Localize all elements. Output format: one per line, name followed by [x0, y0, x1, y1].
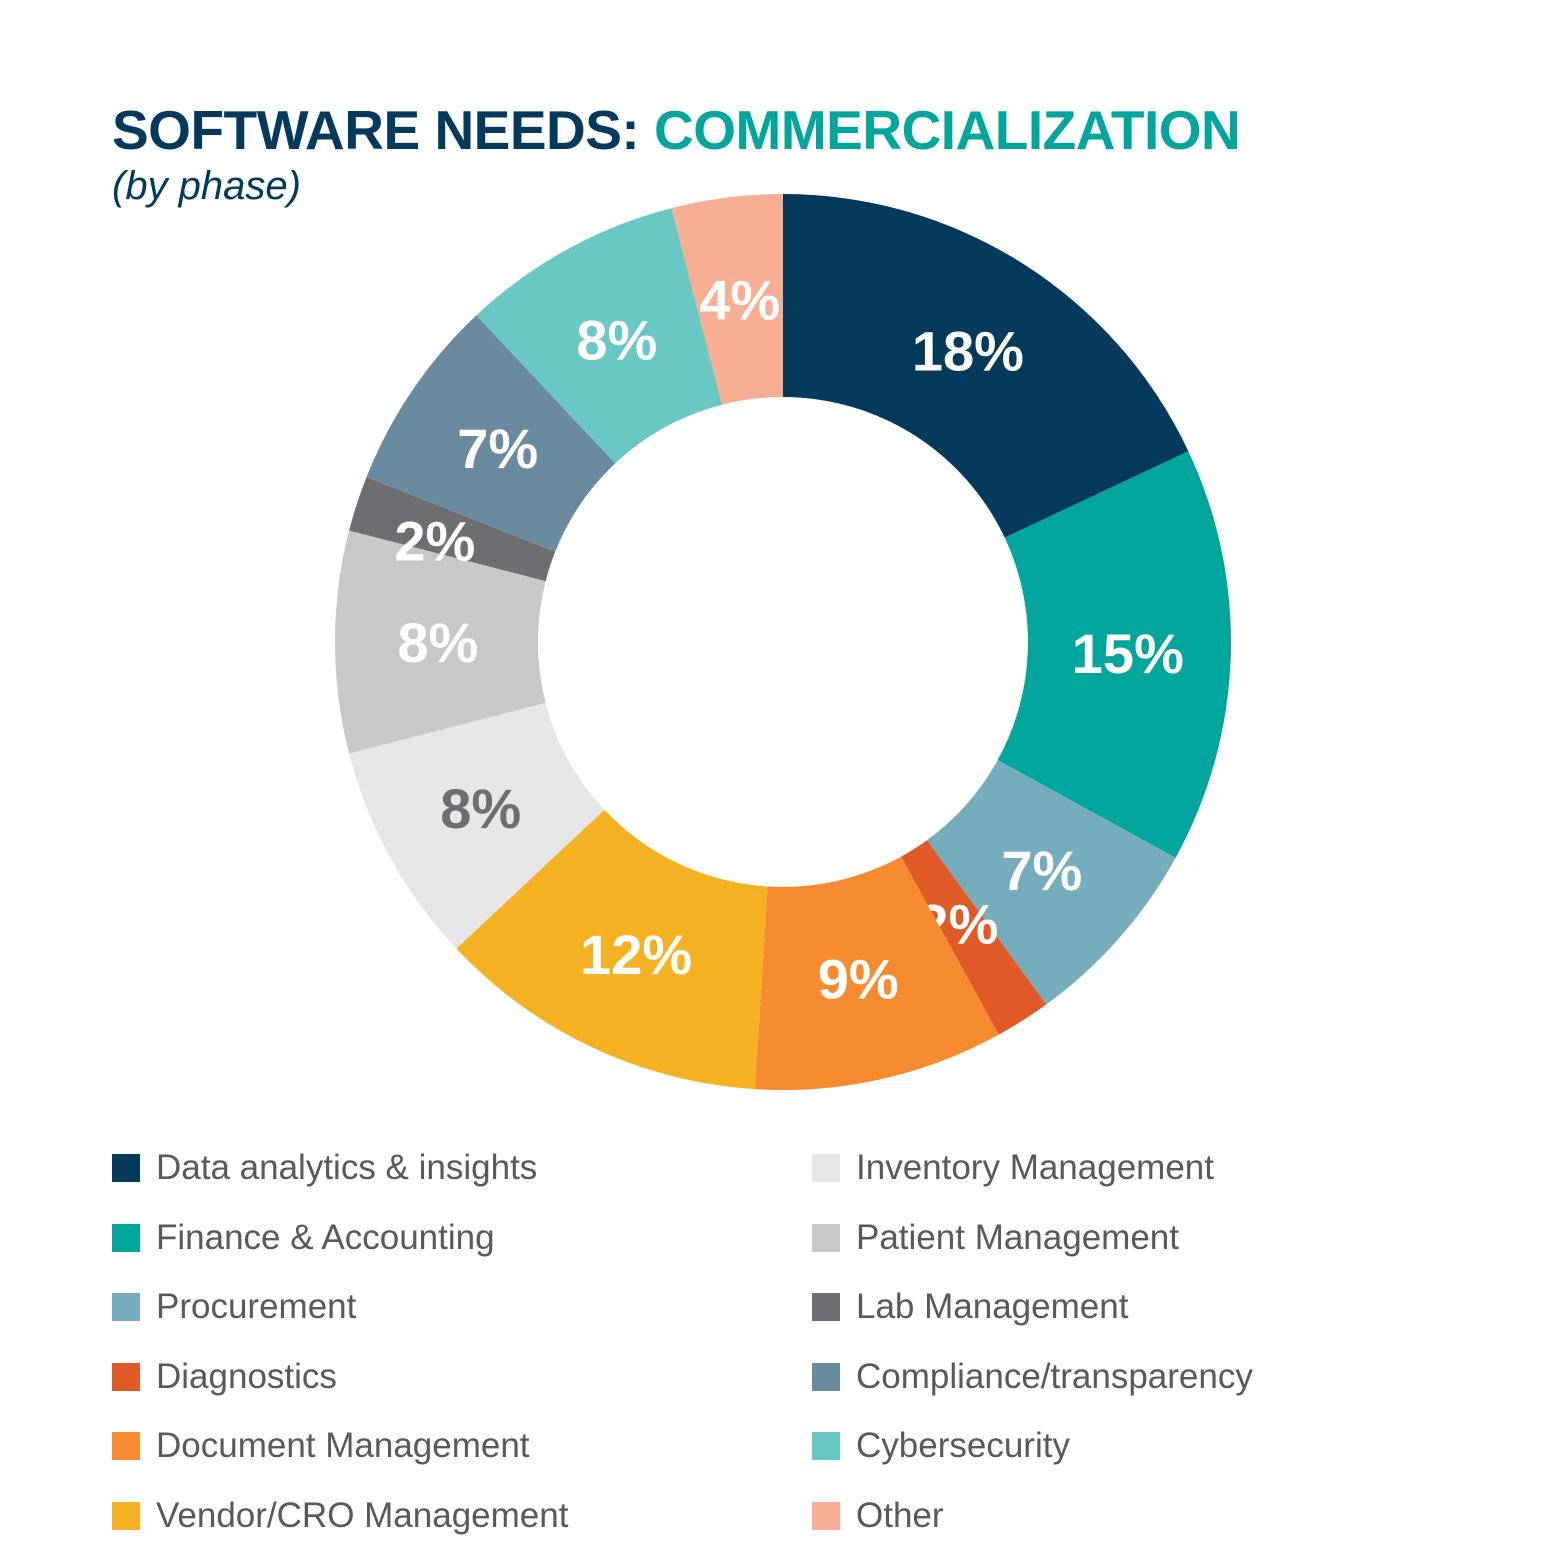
- legend-label: Finance & Accounting: [156, 1217, 495, 1257]
- data-label: 8%: [440, 777, 521, 840]
- chart-title: SOFTWARE NEEDS: COMMERCIALIZATION: [112, 98, 1241, 162]
- slice-cybersecurity: [476, 208, 723, 464]
- data-label: 8%: [576, 309, 657, 372]
- legend-swatch: [112, 1362, 140, 1391]
- chart-subtitle: (by phase): [112, 164, 301, 208]
- slice-document-management: [754, 856, 999, 1090]
- legend-item: Vendor/CRO Management: [112, 1496, 568, 1536]
- legend-label: Diagnostics: [156, 1356, 337, 1396]
- legend-label: Inventory Management: [856, 1148, 1214, 1187]
- title-accent: COMMERCIALIZATION: [654, 99, 1241, 161]
- legend-swatch: [112, 1154, 140, 1182]
- legend-item: Patient Management: [812, 1218, 1179, 1258]
- legend-label: Vendor/CRO Management: [156, 1496, 569, 1535]
- legend-swatch: [112, 1223, 140, 1252]
- legend-swatch: [812, 1154, 840, 1182]
- slice-inventory-management: [349, 702, 605, 949]
- slice-compliance-transparency: [366, 315, 616, 552]
- legend-label: Cybersecurity: [856, 1426, 1070, 1466]
- legend-item: Procurement: [112, 1287, 356, 1327]
- legend-item: Document Management: [112, 1426, 530, 1466]
- legend-label: Document Management: [156, 1426, 530, 1466]
- legend-item: Diagnostics: [112, 1357, 337, 1397]
- legend-label: Lab Management: [856, 1287, 1129, 1327]
- legend-item: Finance & Accounting: [112, 1218, 495, 1258]
- legend-label: Patient Management: [856, 1217, 1179, 1257]
- legend-item: Cybersecurity: [812, 1426, 1070, 1466]
- slice-procurement: [927, 760, 1176, 1005]
- legend-item: Other: [812, 1496, 944, 1536]
- slice-vendor-cro-management: [456, 809, 768, 1090]
- data-label: 8%: [398, 611, 479, 674]
- legend-item: Inventory Management: [812, 1148, 1214, 1188]
- slice-finance-accounting: [997, 451, 1231, 858]
- legend-swatch: [812, 1223, 840, 1252]
- legend-swatch: [112, 1293, 140, 1322]
- data-label: 7%: [1001, 839, 1082, 902]
- legend-label: Procurement: [156, 1287, 357, 1327]
- slice-other: [671, 194, 783, 405]
- legend-swatch: [812, 1502, 840, 1530]
- legend-item: Compliance/transparency: [812, 1357, 1253, 1397]
- data-label: 18%: [912, 320, 1024, 383]
- legend-swatch: [812, 1293, 840, 1322]
- legend-swatch: [112, 1502, 140, 1530]
- slice-patient-management: [334, 530, 546, 754]
- legend-item: Data analytics & insights: [112, 1148, 537, 1188]
- data-label: 9%: [818, 948, 899, 1011]
- data-label: 7%: [457, 417, 538, 480]
- legend-swatch: [812, 1432, 840, 1461]
- title-main: SOFTWARE NEEDS:: [112, 99, 640, 161]
- legend-label: Other: [856, 1496, 944, 1535]
- data-label: 2%: [394, 509, 475, 572]
- legend-swatch: [812, 1362, 840, 1391]
- data-label: 12%: [580, 923, 692, 986]
- data-label: 4%: [699, 269, 780, 332]
- legend-swatch: [112, 1432, 140, 1461]
- slice-data-analytics-insights: [783, 194, 1189, 538]
- slice-lab-management: [349, 477, 556, 582]
- data-label: 15%: [1072, 622, 1184, 685]
- slice-diagnostics: [901, 840, 1047, 1035]
- legend-label: Compliance/transparency: [856, 1356, 1253, 1396]
- legend-label: Data analytics & insights: [156, 1148, 538, 1187]
- legend-item: Lab Management: [812, 1287, 1128, 1327]
